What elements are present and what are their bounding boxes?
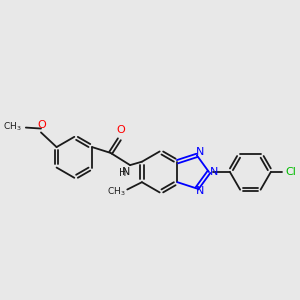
Text: N: N (210, 167, 218, 177)
Text: CH$_3$: CH$_3$ (107, 185, 125, 198)
Text: O: O (37, 121, 46, 130)
Text: CH$_3$: CH$_3$ (3, 121, 22, 133)
Text: N: N (122, 167, 130, 177)
Text: O: O (116, 125, 125, 135)
Text: Cl: Cl (286, 167, 296, 177)
Text: N: N (196, 147, 204, 158)
Text: H: H (119, 168, 126, 178)
Text: N: N (196, 186, 204, 197)
